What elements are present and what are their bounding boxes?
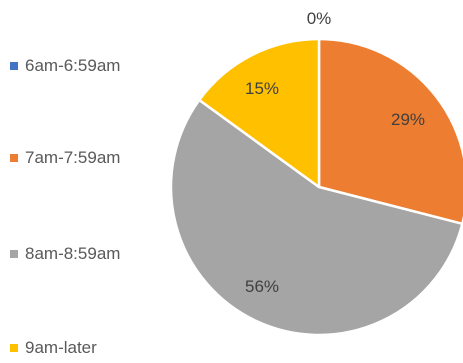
data-label-6am: 0% bbox=[307, 9, 332, 28]
data-label-9am: 15% bbox=[245, 79, 279, 98]
data-label-8am: 56% bbox=[245, 277, 279, 296]
data-label-7am: 29% bbox=[391, 110, 425, 129]
